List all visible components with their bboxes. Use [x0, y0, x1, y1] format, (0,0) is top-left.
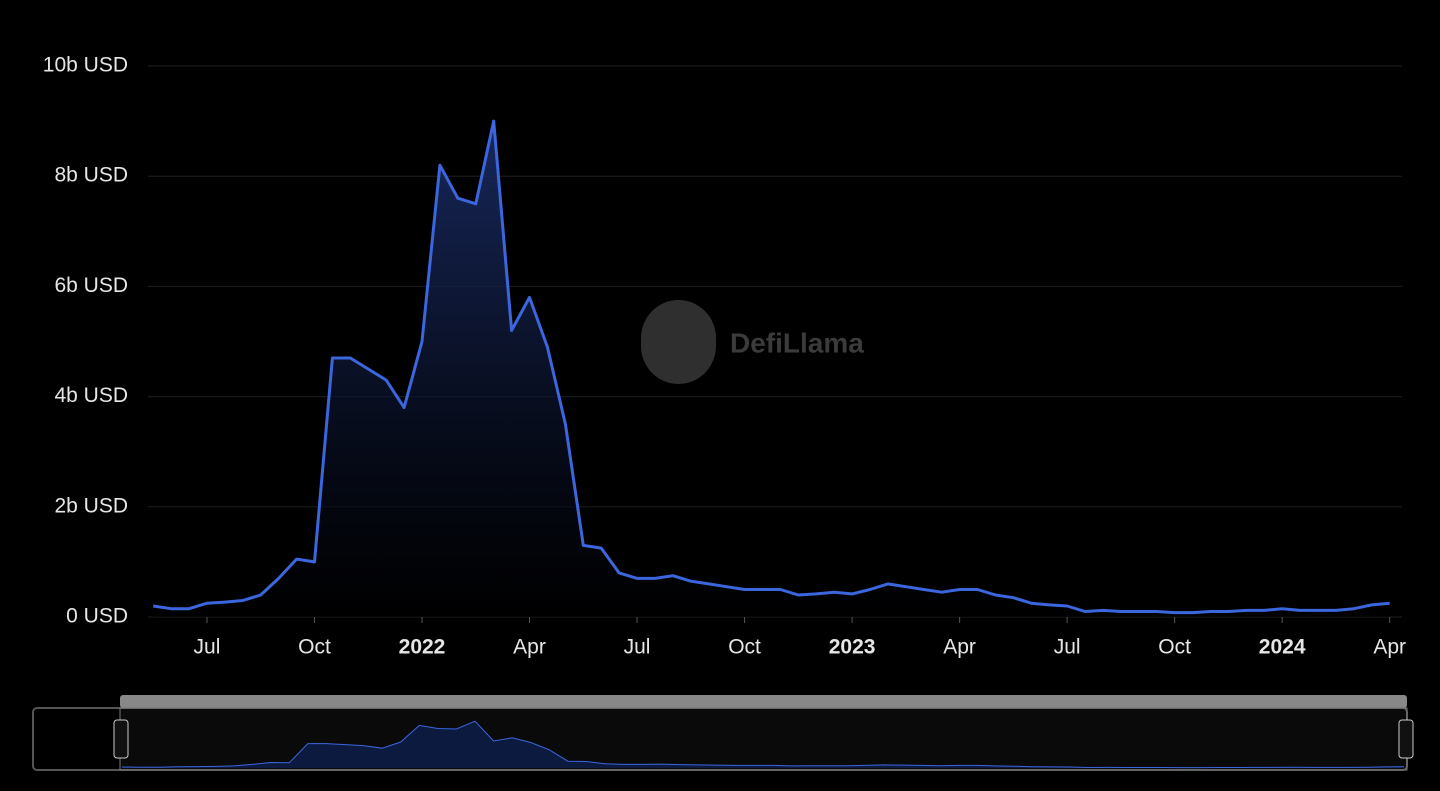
- y-tick-label: 8b USD: [54, 164, 128, 187]
- x-tick-label: 2024: [1259, 636, 1306, 659]
- navigator-line: [121, 720, 1405, 769]
- y-tick-label: 10b USD: [43, 54, 128, 77]
- x-tick-label: 2022: [399, 636, 446, 659]
- x-tick-label: Apr: [1373, 636, 1406, 659]
- x-tick-label: Jul: [1054, 636, 1081, 659]
- navigator-scrollbar[interactable]: [120, 695, 1407, 708]
- navigator-area: [122, 721, 1404, 768]
- watermark-text: DefiLlama: [730, 327, 864, 358]
- x-tick-label: Apr: [943, 636, 976, 659]
- navigator: [32, 695, 1414, 771]
- x-tick-label: Oct: [298, 636, 331, 659]
- x-tick-label: 2023: [829, 636, 876, 659]
- navigator-handle-right[interactable]: [1398, 719, 1414, 759]
- watermark: DefiLlama: [641, 300, 864, 384]
- area-fill: [153, 121, 1390, 617]
- x-tick-label: Oct: [728, 636, 761, 659]
- x-tick-label: Apr: [513, 636, 546, 659]
- x-tick-label: Jul: [624, 636, 651, 659]
- y-tick-label: 6b USD: [54, 274, 128, 297]
- navigator-handle-left[interactable]: [113, 719, 129, 759]
- x-tick-label: Jul: [194, 636, 221, 659]
- x-tick-label: Oct: [1158, 636, 1191, 659]
- y-tick-label: 4b USD: [54, 384, 128, 407]
- line: [152, 119, 1390, 615]
- watermark-logo: [641, 300, 716, 384]
- y-tick-label: 2b USD: [54, 494, 128, 517]
- y-tick-label: 0 USD: [66, 605, 128, 628]
